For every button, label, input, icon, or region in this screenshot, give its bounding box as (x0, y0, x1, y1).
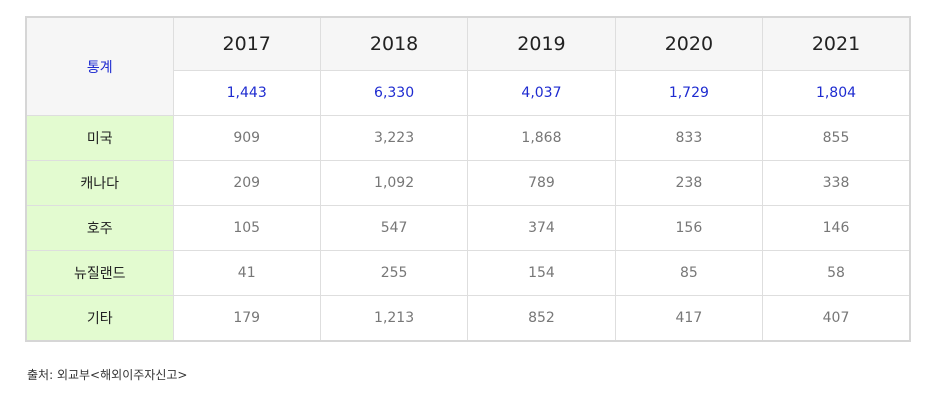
data-cell: 179 (172, 295, 321, 342)
data-cell: 58 (762, 250, 911, 296)
data-cell: 1,213 (319, 295, 469, 342)
table-row: 미국 909 3,223 1,868 833 855 (25, 115, 911, 161)
table-row: 기타 179 1,213 852 417 407 (25, 295, 911, 342)
data-cell: 146 (762, 205, 911, 251)
year-header: 2021 (762, 16, 911, 71)
table-row: 캐나다 209 1,092 789 238 338 (25, 160, 911, 206)
data-cell: 238 (614, 160, 764, 206)
source-note: 출처: 외교부<해외이주자신고> (27, 368, 188, 382)
row-label: 호주 (25, 205, 174, 251)
data-cell: 909 (172, 115, 321, 161)
total-cell: 1,729 (614, 70, 764, 116)
total-cell: 1,443 (172, 70, 321, 116)
row-label: 뉴질랜드 (25, 250, 174, 296)
data-cell: 338 (762, 160, 911, 206)
table-row: 호주 105 547 374 156 146 (25, 205, 911, 251)
row-label: 캐나다 (25, 160, 174, 206)
data-cell: 852 (467, 295, 616, 342)
data-cell: 407 (762, 295, 911, 342)
data-cell: 833 (614, 115, 764, 161)
data-cell: 156 (614, 205, 764, 251)
total-cell: 4,037 (467, 70, 616, 116)
table-row: 뉴질랜드 41 255 154 85 58 (25, 250, 911, 296)
corner-label: 통계 (25, 16, 174, 116)
data-cell: 209 (172, 160, 321, 206)
data-cell: 1,092 (319, 160, 469, 206)
data-cell: 154 (467, 250, 616, 296)
total-cell: 6,330 (319, 70, 469, 116)
data-cell: 1,868 (467, 115, 616, 161)
data-cell: 3,223 (319, 115, 469, 161)
total-cell: 1,804 (762, 70, 911, 116)
data-cell: 417 (614, 295, 764, 342)
year-header: 2018 (319, 16, 469, 71)
data-cell: 41 (172, 250, 321, 296)
data-cell: 255 (319, 250, 469, 296)
data-cell: 374 (467, 205, 616, 251)
statistics-table: 통계 2017 2018 2019 2020 2021 1,443 6,330 … (25, 16, 911, 342)
row-label: 기타 (25, 295, 174, 342)
data-cell: 85 (614, 250, 764, 296)
year-header: 2020 (614, 16, 764, 71)
total-row: 1,443 6,330 4,037 1,729 1,804 (26, 70, 911, 116)
data-cell: 789 (467, 160, 616, 206)
data-cell: 855 (762, 115, 911, 161)
data-cell: 105 (172, 205, 321, 251)
year-header-row: 통계 2017 2018 2019 2020 2021 (25, 16, 911, 116)
year-header: 2019 (467, 16, 616, 71)
year-header: 2017 (172, 16, 321, 71)
row-label: 미국 (25, 115, 174, 161)
data-cell: 547 (319, 205, 469, 251)
